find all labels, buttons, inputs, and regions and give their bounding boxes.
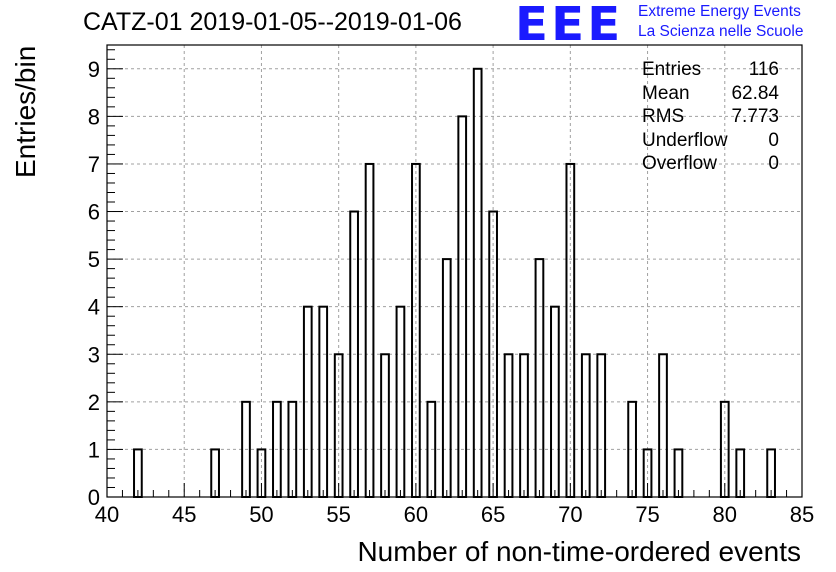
x-tick-label: 80	[713, 502, 737, 527]
stats-value: 0	[768, 129, 779, 151]
x-tick-label: 75	[635, 502, 659, 527]
logo-line-1: Extreme Energy Events	[638, 3, 801, 20]
stats-label: RMS	[642, 106, 685, 127]
x-tick-label: 70	[558, 502, 582, 527]
histogram-bar	[364, 162, 375, 499]
stats-value: 62.84	[731, 82, 779, 104]
y-tick-label: 2	[88, 390, 100, 415]
stats-row: Overflow 0	[642, 152, 779, 176]
y-tick-label: 4	[88, 295, 100, 320]
histogram-bar	[210, 448, 220, 498]
x-tick-label: 65	[481, 502, 505, 527]
y-tick-label: 1	[88, 437, 100, 462]
histogram-bar	[133, 448, 143, 498]
histogram-bar	[519, 353, 529, 498]
y-tick-label: 0	[88, 485, 100, 510]
chart-title: CATZ-01 2019-01-05--2019-01-06	[83, 8, 462, 36]
stats-row: RMS 7.773	[642, 105, 779, 129]
y-tick-label: 3	[88, 342, 100, 367]
histogram-bar	[673, 448, 684, 498]
eee-logo: EEE	[515, 0, 624, 51]
stats-label: Overflow	[642, 153, 717, 174]
plot-frame	[106, 44, 803, 498]
stats-value: 7.773	[731, 106, 779, 127]
stats-label: Entries	[642, 59, 702, 80]
y-tick-label: 9	[88, 57, 100, 82]
histogram-bar	[580, 353, 591, 498]
histogram-bar	[658, 353, 668, 498]
stats-value: 0	[768, 153, 779, 174]
histogram-bar	[441, 258, 452, 498]
stats-row: Entries 116	[642, 58, 779, 82]
histogram-bar	[735, 448, 746, 498]
histogram-bar	[380, 353, 390, 498]
x-tick-label: 45	[172, 502, 196, 527]
stats-row: Underflow 0	[642, 129, 779, 153]
histogram-bar	[596, 353, 607, 498]
y-tick-label: 5	[88, 247, 100, 272]
logo-line-2: La Scienza nelle Scuole	[638, 23, 804, 40]
x-tick-label: 85	[790, 502, 814, 527]
y-tick-label: 7	[88, 152, 100, 177]
x-tick-label: 50	[249, 502, 273, 527]
stats-label: Underflow	[642, 129, 728, 151]
histogram-bar	[534, 258, 545, 498]
stats-box: Entries 116 Mean 62.84 RMS 7.773 Underflow 0 Ove…	[642, 58, 779, 176]
stats-value: 116	[748, 59, 779, 80]
histogram-bar	[766, 448, 776, 498]
x-tick-label: 60	[404, 502, 428, 527]
x-tick-label: 40	[95, 502, 119, 527]
histogram-bar	[472, 67, 483, 499]
x-tick-label: 55	[326, 502, 350, 527]
stats-label: Mean	[642, 82, 690, 104]
y-tick-label: 6	[88, 200, 100, 225]
x-axis-label: Number of non-time-ordered events	[357, 536, 801, 567]
histogram-bar	[503, 353, 514, 498]
y-tick-label: 8	[88, 104, 100, 129]
stats-row: Mean 62.84	[642, 82, 779, 106]
